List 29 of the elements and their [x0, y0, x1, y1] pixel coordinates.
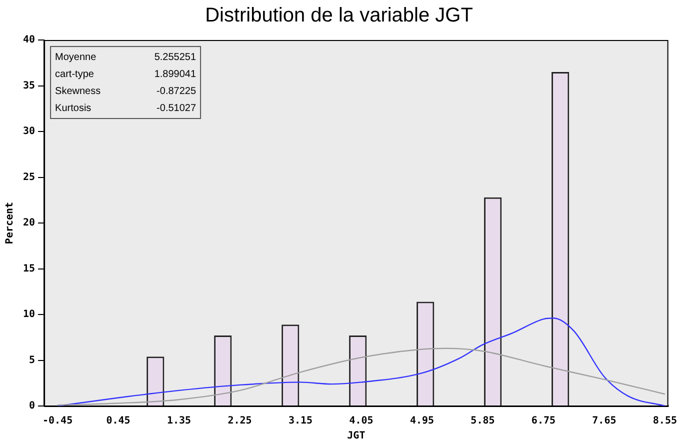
text: Skewness -0.87225 — [55, 86, 196, 97]
y-tick-label: 15 — [22, 263, 36, 274]
x-tick-label: 1.35 — [166, 416, 192, 427]
chart-title: Distribution de la variable JGT — [205, 4, 473, 27]
y-tick-label: 25 — [22, 172, 36, 183]
y-tick-label: 10 — [22, 309, 36, 320]
y-tick-label: 35 — [22, 80, 36, 92]
x-tick-label: 7.65 — [592, 416, 616, 427]
x-tick-label: 3.15 — [288, 416, 313, 427]
y-axis-title: Percent — [4, 202, 16, 244]
text: Moyenne 5.255251 — [55, 52, 196, 63]
x-tick-label: 8.55 — [652, 416, 677, 427]
x-tick-label: 2.25 — [228, 416, 252, 427]
line-series — [56, 318, 666, 406]
text: cart-type 1.899041 — [55, 68, 196, 80]
x-tick-label: 0.45 — [106, 416, 130, 427]
y-tick-label: 20 — [22, 218, 36, 229]
x-tick-label: 5.85 — [470, 416, 495, 427]
text: Kurtosis -0.51027 — [55, 102, 196, 114]
x-tick-label: -0.45 — [42, 416, 73, 427]
y-tick-label: 40 — [22, 34, 36, 46]
x-tick-label: 4.95 — [410, 416, 434, 427]
y-tick-label: 30 — [22, 126, 36, 138]
x-axis-title: JGT — [347, 430, 366, 442]
line-series — [56, 348, 666, 406]
y-tick-label: 5 — [29, 354, 36, 366]
x-tick-label: 6.75 — [531, 416, 556, 427]
x-tick-label: 4.05 — [349, 416, 374, 427]
y-tick-label: 0 — [29, 400, 36, 412]
